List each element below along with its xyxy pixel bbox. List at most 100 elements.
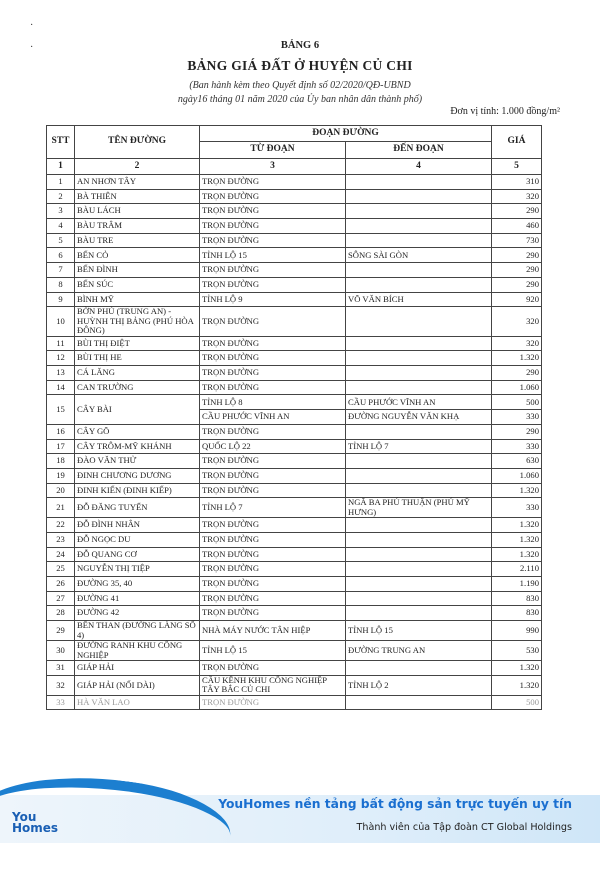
table-row: 24 ĐỖ QUANG CƠ TRỌN ĐƯỜNG 1.320	[46, 546, 543, 563]
table-row: 33 HÀ VĂN LAO TRỌN ĐƯỜNG 500	[46, 694, 543, 711]
row-street-name: CAN TRƯỜNG	[74, 379, 200, 396]
row-to: TỈNH LỘ 2	[344, 674, 493, 696]
row-stt: 13	[46, 365, 75, 381]
row-stt: 6	[46, 247, 75, 264]
row-street-name: BỜN PHỦ (TRUNG AN) - HUỲNH THỊ BẢNG (PHÚ…	[74, 306, 200, 337]
row-to: VÕ VĂN BÍCH	[344, 291, 493, 308]
row-price: 310	[491, 174, 543, 190]
row-from: TRỌN ĐƯỜNG	[199, 561, 346, 577]
row-to: SÔNG SÀI GÒN	[344, 247, 493, 264]
table-row: 5 BÀU TRE TRỌN ĐƯỜNG 730	[46, 232, 543, 249]
row-price: 290	[491, 423, 543, 440]
col-price: GIÁ	[491, 125, 543, 159]
row-street-name: BÀU TRE	[74, 232, 200, 249]
row-from: TRỌN ĐƯỜNG	[199, 262, 346, 278]
row-to	[344, 576, 493, 592]
table-row: CẦU PHƯỚC VĨNH AN ĐƯỜNG NGUYỄN VĂN KHẠ 330	[47, 409, 543, 425]
row-from: NHÀ MÁY NƯỚC TÂN HIỆP	[199, 620, 346, 642]
row-stt: 8	[46, 276, 75, 293]
table-row: 2 BÀ THIÊN TRỌN ĐƯỜNG 320	[46, 188, 543, 205]
row-from: TRỌN ĐƯỜNG	[199, 218, 346, 234]
table-row: 15 CÂY BÀI TỈNH LỘ 8 CẦU PHƯỚC VĨNH AN 500	[46, 394, 543, 425]
row-to	[344, 232, 493, 249]
row-from: TRỌN ĐƯỜNG	[199, 605, 346, 622]
row-price: 920	[491, 291, 543, 308]
table-row: 21 ĐỖ ĐĂNG TUYỂN TỈNH LỘ 7 NGÃ BA PHÚ THUẬN…	[46, 497, 543, 519]
table-row: 16 CÂY GÕ TRỌN ĐƯỜNG 290	[46, 423, 543, 440]
row-stt: 2	[46, 188, 75, 205]
row-street-name: ĐỖ QUANG CƠ	[74, 546, 200, 563]
row-stt: 16	[46, 423, 75, 440]
row-price: 830	[491, 605, 543, 622]
table-row: 4 BÀU TRÂM TRỌN ĐƯỜNG 460	[46, 218, 543, 234]
row-from: TRỌN ĐƯỜNG	[199, 232, 346, 249]
row-stt: 32	[46, 674, 75, 696]
banner-tagline: YouHomes nền tảng bất động sản trực tuyế…	[218, 797, 572, 811]
row-street-name: BÀ THIÊN	[74, 188, 200, 205]
row-price: 330	[491, 409, 543, 425]
row-street-name: ĐƯỜNG 41	[74, 590, 200, 607]
row-price: 990	[491, 620, 543, 642]
row-price: 1.060	[491, 379, 543, 396]
row-to: NGÃ BA PHÚ THUẬN (PHÚ MỸ HƯNG)	[344, 497, 493, 519]
row-price: 1.060	[491, 467, 543, 484]
row-stt: 27	[46, 590, 75, 607]
table-row: 28 ĐƯỜNG 42 TRỌN ĐƯỜNG 830	[46, 605, 543, 622]
row-price: 290	[491, 276, 543, 293]
table-row: 12 BÙI THỊ HE TRỌN ĐƯỜNG 1.320	[46, 350, 543, 367]
row-street-name: HÀ VĂN LAO	[74, 694, 200, 711]
row-from: TRỌN ĐƯỜNG	[199, 306, 346, 337]
row-stt: 25	[46, 561, 75, 577]
row-stt: 23	[46, 531, 75, 548]
row-to: TỈNH LỘ 7	[344, 438, 493, 455]
price-table: STT TÊN ĐƯỜNG ĐOẠN ĐƯỜNG GIÁ TỪ ĐOẠN ĐẾN…	[46, 125, 543, 711]
row-price: 320	[491, 188, 543, 205]
row-stt: 5	[46, 232, 75, 249]
row-stt: 1	[46, 174, 75, 190]
row-street-name: AN NHƠN TÂY	[74, 174, 200, 190]
row-to	[344, 188, 493, 205]
table-row: 17 CÂY TRÔM-MỸ KHÁNH QUỐC LỘ 22 TỈNH LỘ 7 33…	[46, 438, 543, 455]
row-stt: 17	[46, 438, 75, 455]
row-price: 330	[491, 438, 543, 455]
row-from: TRỌN ĐƯỜNG	[199, 660, 346, 676]
youhomes-logo: You Homes	[12, 810, 59, 835]
table-row: 9 BÌNH MỸ TỈNH LỘ 9 VÕ VĂN BÍCH 920	[46, 291, 543, 308]
row-from: TRỌN ĐƯỜNG	[199, 576, 346, 592]
row-price: 500	[491, 394, 543, 411]
row-street-name: BÌNH MỸ	[74, 291, 200, 308]
row-from: TRỌN ĐƯỜNG	[199, 188, 346, 205]
row-price: 1.320	[491, 517, 543, 533]
row-price: 830	[491, 590, 543, 607]
table-row: 10 BỜN PHỦ (TRUNG AN) - HUỲNH THỊ BẢNG (P…	[46, 306, 543, 337]
row-price: 530	[491, 640, 543, 662]
table-row: 6 BẾN CỎ TỈNH LỘ 15 SÔNG SÀI GÒN 290	[46, 247, 543, 264]
row-to	[344, 423, 493, 440]
row-to	[344, 262, 493, 278]
row-to: ĐƯỜNG NGUYỄN VĂN KHẠ	[344, 409, 493, 425]
row-stt: 29	[46, 620, 75, 642]
row-stt: 20	[46, 482, 75, 499]
row-street-name: GIÁP HẢI	[74, 660, 200, 676]
table-row: 20 ĐINH KIẾN (ĐINH KIẾP) TRỌN ĐƯỜNG 1.320	[46, 482, 543, 499]
row-price: 320	[491, 335, 543, 352]
col-segment: ĐOẠN ĐƯỜNG	[198, 125, 493, 142]
row-to: CẦU PHƯỚC VĨNH AN	[344, 394, 493, 411]
row-from: TRỌN ĐƯỜNG	[199, 365, 346, 381]
row-to: ĐƯỜNG TRUNG AN	[344, 640, 493, 662]
row-street-name: BẾN SÚC	[74, 276, 200, 293]
row-price: 320	[491, 306, 543, 337]
row-street-name: GIÁP HẢI (NỐI DÀI)	[74, 674, 200, 696]
row-from: TRỌN ĐƯỜNG	[199, 453, 346, 469]
subtitle-line2: ngày16 tháng 01 năm 2020 của Ủy ban nhân…	[177, 94, 423, 105]
row-stt: 7	[46, 262, 75, 278]
table-row: 8 BẾN SÚC TRỌN ĐƯỜNG 290	[46, 276, 543, 293]
row-from: CẦU KÊNH KHU CÔNG NGHIỆP TÂY BẮC CỦ CHI	[199, 674, 346, 696]
row-to	[344, 482, 493, 499]
row-street-name: BÀU LÁCH	[74, 203, 200, 220]
row-street-name: ĐINH CHƯƠNG DƯƠNG	[74, 467, 200, 484]
row-street-name: BÙI THỊ ĐIỆT	[74, 335, 200, 352]
row-street-name: CÂY BÀI	[74, 394, 200, 425]
table-row: 14 CAN TRƯỜNG TRỌN ĐƯỜNG 1.060	[46, 379, 543, 396]
row-price: 500	[491, 694, 543, 711]
